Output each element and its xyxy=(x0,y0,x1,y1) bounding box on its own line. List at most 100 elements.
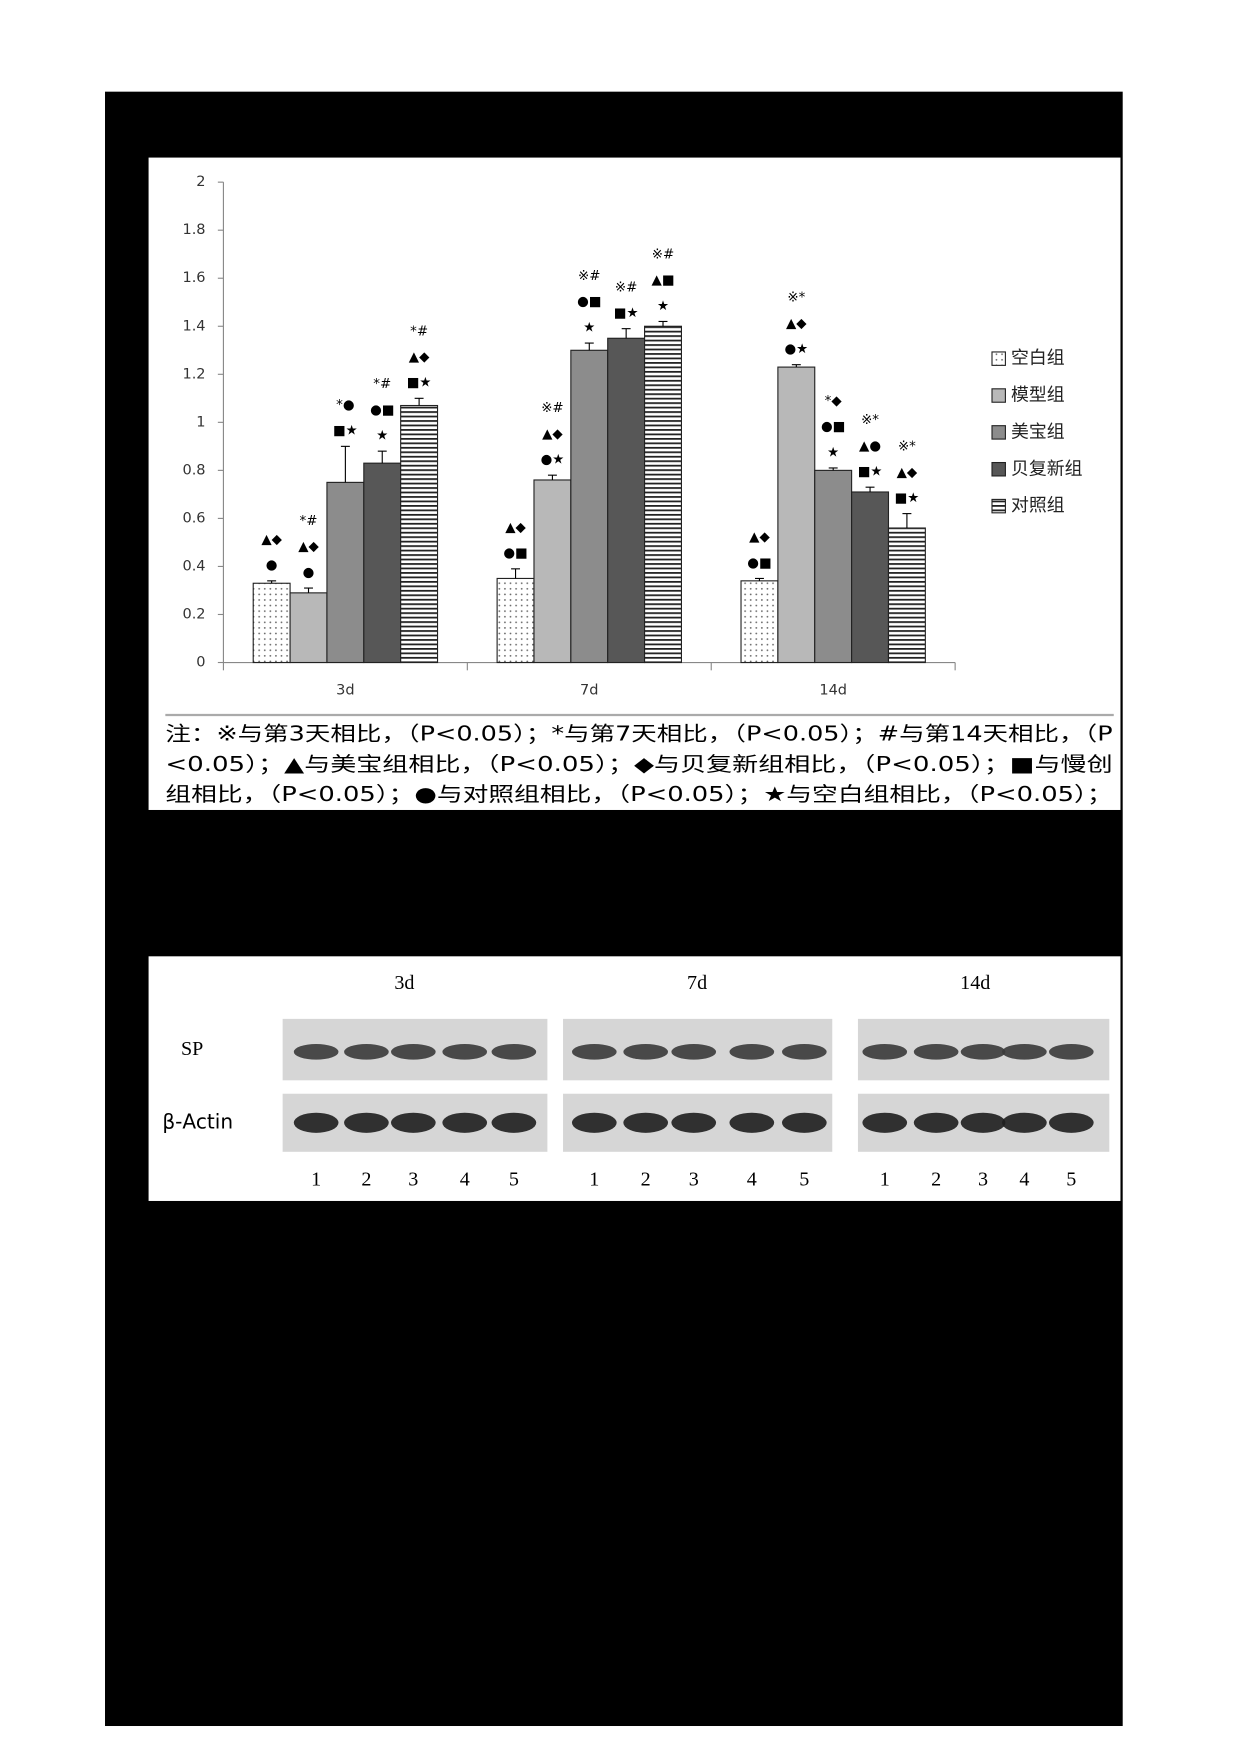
significance-label: ★ xyxy=(827,445,839,460)
blot-band xyxy=(862,1112,908,1133)
blot-band xyxy=(1002,1044,1047,1060)
y-tick-label: 0.4 xyxy=(182,558,205,574)
bar xyxy=(570,349,609,664)
y-tick-label: 0.6 xyxy=(182,510,205,526)
bar xyxy=(777,366,816,664)
x-tick-label: 14d xyxy=(819,682,847,698)
significance-label: ★ xyxy=(376,429,388,444)
row-label: β-Actin xyxy=(162,1109,233,1133)
significance-label: ※# xyxy=(578,269,600,284)
significance-label: *● xyxy=(336,398,354,413)
blot-band xyxy=(571,1044,617,1060)
significance-label: ▲◆ xyxy=(897,465,918,480)
lane-label: 1 xyxy=(311,1168,321,1190)
significance-label: ▲◆ xyxy=(298,540,319,555)
significance-label: ■★ xyxy=(614,306,639,321)
blot-band xyxy=(862,1044,908,1060)
y-tick-label: 1 xyxy=(196,414,205,430)
legend-label: 对照组 xyxy=(1011,495,1065,516)
significance-label: ※# xyxy=(652,247,674,262)
blot-band xyxy=(960,1044,1006,1060)
significance-label: ※# xyxy=(615,280,637,295)
significance-label: ▲◆ xyxy=(409,350,430,365)
blot-band xyxy=(293,1112,339,1133)
significance-label: *◆ xyxy=(825,394,843,409)
timepoint-label: 14d xyxy=(960,972,990,994)
lane-label: 2 xyxy=(931,1168,941,1190)
y-tick-label: 0.2 xyxy=(182,606,205,622)
lane-label: 4 xyxy=(747,1168,757,1190)
bar xyxy=(644,325,682,664)
y-tick-label: 1.4 xyxy=(182,318,205,334)
significance-label: *# xyxy=(373,377,391,392)
significance-label: ※* xyxy=(898,440,916,455)
blot-band xyxy=(491,1112,537,1133)
blot-band xyxy=(390,1112,436,1133)
significance-label: ■★ xyxy=(895,491,920,506)
significance-label: ●■ xyxy=(577,295,601,310)
significance-label: ●★ xyxy=(541,453,565,468)
bar xyxy=(363,462,402,664)
significance-label: ▲■ xyxy=(652,273,675,288)
significance-label: ●■ xyxy=(503,546,527,561)
y-tick-label: 1.8 xyxy=(182,222,205,238)
lane-label: 3 xyxy=(978,1168,988,1190)
significance-label: ▲◆ xyxy=(786,316,807,331)
note-line: <0.05）；▲与美宝组相比，（P<0.05）；◆与贝复新组相比，（P<0.05… xyxy=(165,752,1112,776)
lane-label: 1 xyxy=(589,1168,599,1190)
blot-band xyxy=(781,1112,827,1133)
lane-label: 5 xyxy=(509,1168,519,1190)
significance-label: ●■ xyxy=(370,403,394,418)
blot-band xyxy=(344,1112,389,1133)
blot-band xyxy=(671,1112,717,1133)
significance-label: ★ xyxy=(657,299,669,314)
lane-label: 3 xyxy=(689,1168,699,1190)
row-label: SP xyxy=(181,1038,203,1060)
significance-label: ★ xyxy=(583,320,595,335)
blot-band xyxy=(913,1044,959,1060)
legend-swatch xyxy=(991,498,1006,514)
blot-band xyxy=(623,1112,669,1133)
significance-label: ■★ xyxy=(858,465,883,480)
blot-band xyxy=(1048,1044,1094,1060)
significance-label: ●★ xyxy=(784,342,808,357)
legend-swatch xyxy=(991,388,1006,403)
bar xyxy=(326,481,365,664)
significance-label: ● xyxy=(303,565,315,580)
y-tick-label: 0.8 xyxy=(182,462,205,478)
y-tick-label: 1.2 xyxy=(182,366,205,382)
bar xyxy=(496,577,535,664)
blot-band xyxy=(442,1112,488,1133)
blot-band xyxy=(913,1112,959,1133)
y-tick-label: 2 xyxy=(196,174,205,190)
legend-label: 贝复新组 xyxy=(1011,458,1083,479)
y-tick-label: 0 xyxy=(196,655,205,671)
significance-label: ● xyxy=(266,558,278,573)
blot-band xyxy=(623,1044,669,1060)
bar xyxy=(851,491,890,664)
lane-label: 1 xyxy=(880,1168,890,1190)
significance-label: ▲● xyxy=(859,439,881,454)
x-tick-label: 3d xyxy=(336,682,354,698)
significance-label: ※* xyxy=(787,291,805,306)
significance-label: ●■ xyxy=(747,556,771,571)
y-tick-label: 1.6 xyxy=(182,270,205,286)
blot-band xyxy=(729,1044,775,1060)
significance-label: ●■ xyxy=(821,420,845,435)
chart: 0 0.2 0.4 0.6 0.8 1 1.2 1.4 1.6 1.8 2 3d ▲◆ ● *# ▲◆ ● *● ■… xyxy=(165,174,1114,806)
significance-label: ▲◆ xyxy=(505,521,526,536)
bar xyxy=(887,527,926,664)
significance-label: ※# xyxy=(541,401,563,416)
blot-band xyxy=(390,1044,436,1060)
lane-label: 4 xyxy=(460,1168,470,1190)
blot-band xyxy=(781,1044,827,1060)
blot-band xyxy=(293,1044,339,1060)
bar xyxy=(289,592,328,664)
lane-label: 2 xyxy=(641,1168,651,1190)
bar xyxy=(252,582,291,664)
blot-band xyxy=(671,1044,717,1060)
lane-label: 3 xyxy=(408,1168,418,1190)
legend-swatch xyxy=(991,351,1006,366)
bar xyxy=(400,404,439,664)
